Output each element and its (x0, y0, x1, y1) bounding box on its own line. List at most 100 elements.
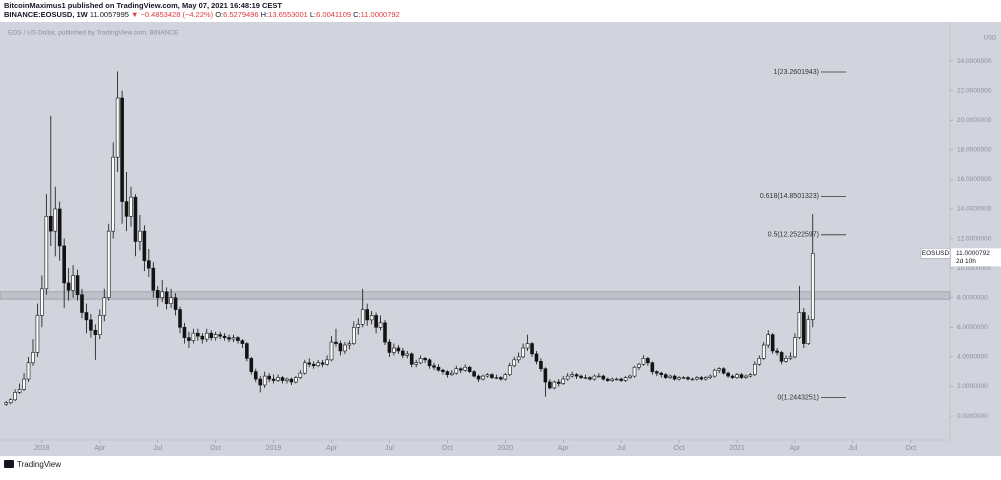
price-tag-value: 11.0000792 (956, 250, 990, 257)
candle-body (325, 359, 329, 365)
candle-body (454, 368, 459, 374)
candle-body (810, 253, 815, 320)
y-tick-label: 12.0000000 (957, 235, 992, 242)
candle-body (525, 343, 530, 349)
candle-body (499, 377, 503, 380)
candle-body (494, 377, 499, 379)
candle-body (695, 377, 699, 380)
candle-body (48, 216, 53, 232)
candle-body (111, 156, 115, 232)
candle-body (463, 366, 467, 371)
candle-body (320, 362, 325, 365)
x-tick-label: Oct (210, 445, 221, 452)
support-zone (0, 291, 951, 300)
candle-body (588, 377, 592, 380)
candle-body (628, 375, 632, 378)
candle-body (556, 381, 561, 384)
candle-body (249, 358, 254, 372)
candle-body (677, 377, 681, 380)
candle-body (427, 359, 432, 367)
candle-body (40, 288, 44, 316)
logo-icon (4, 460, 14, 468)
candle-body (334, 341, 338, 344)
candle-body (209, 332, 214, 338)
candle-body (383, 322, 387, 343)
candle-body (450, 372, 454, 375)
ohlc-label: H: (261, 10, 269, 19)
candle-body (231, 337, 236, 340)
candle-body (583, 377, 588, 379)
candle-body (704, 377, 708, 380)
candle-body (793, 337, 797, 358)
candle-body (432, 365, 436, 368)
candle-body (659, 372, 664, 375)
candle-body (271, 378, 276, 381)
candle-body (392, 347, 396, 353)
candle-body (102, 297, 107, 316)
candle-body (708, 375, 713, 378)
candle-body (8, 399, 13, 404)
x-tick-label: 2020 (498, 445, 514, 452)
candle-body (307, 362, 312, 365)
candle-body (120, 97, 124, 202)
candle-body (316, 362, 320, 367)
candle-body (147, 260, 151, 269)
last-price: 11.0057995 (90, 10, 129, 19)
y-tick-label: 14.0000000 (957, 206, 992, 213)
candle-body (503, 374, 508, 380)
candle-body (690, 378, 695, 381)
candle-body (735, 374, 739, 378)
x-tick-label: Apr (789, 445, 801, 452)
ohlc-value: 6.5279496 (223, 10, 258, 19)
candle-body (71, 275, 75, 291)
candle-body (472, 371, 476, 377)
candle-body (663, 374, 668, 378)
candle-body (597, 375, 601, 378)
candle-body (374, 315, 378, 328)
candle-body (409, 353, 414, 365)
candle-body (44, 216, 49, 290)
candle-body (93, 329, 98, 335)
footer-logo[interactable]: TradingView (4, 460, 61, 469)
x-tick-label: Jul (153, 445, 162, 452)
candle-body (106, 230, 111, 299)
candle-body (436, 366, 441, 371)
fib-label: 1(23.2601943) (773, 69, 819, 76)
candle-body (770, 334, 775, 352)
candle-body (66, 282, 71, 291)
candle-body (129, 196, 133, 217)
candle-body (574, 374, 579, 377)
candle-body (285, 378, 289, 381)
candle-body (196, 332, 200, 337)
candle-body (414, 362, 418, 365)
candle-body (490, 374, 494, 378)
candle-body (347, 343, 352, 346)
candle-body (637, 363, 641, 368)
candle-body (378, 322, 383, 328)
candle-body (17, 389, 22, 393)
candle-body (280, 377, 285, 381)
x-tick-label: 2021 (729, 445, 745, 452)
candle-body (548, 381, 552, 389)
candle-body (730, 375, 735, 378)
x-tick-label: 2018 (34, 445, 50, 452)
candle-body (646, 358, 650, 364)
candle-body (311, 363, 316, 367)
x-tick-label: Jul (385, 445, 394, 452)
chart-background (0, 22, 1001, 456)
candle-body (369, 315, 374, 321)
candle-body (632, 366, 637, 377)
candle-body (138, 230, 142, 242)
candle-body (655, 371, 659, 374)
candle-body (775, 350, 779, 353)
candle-body (481, 375, 485, 380)
candle-body (124, 201, 129, 217)
candle-body (343, 344, 347, 352)
candle-body (445, 371, 450, 375)
candle-body (802, 312, 806, 344)
y-tick-label: 2.0000000 (957, 383, 988, 390)
candle-body (53, 208, 58, 232)
candle-body (169, 297, 173, 304)
ohlc-value: 13.6553001 (268, 10, 308, 19)
candle-body (98, 315, 102, 335)
